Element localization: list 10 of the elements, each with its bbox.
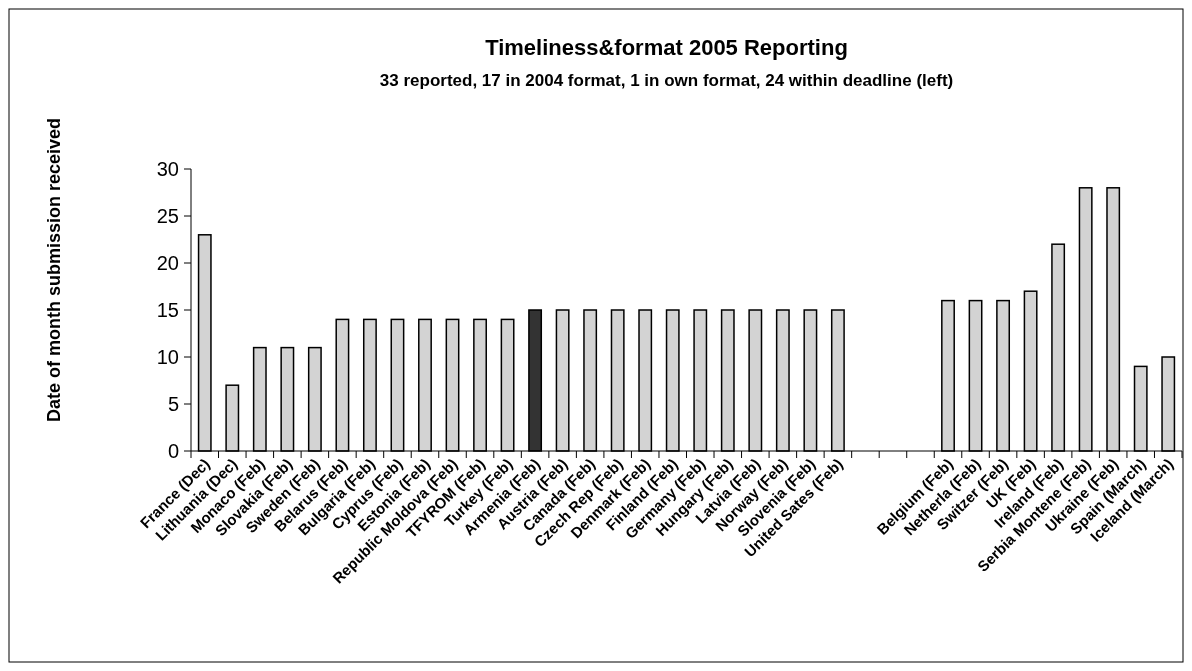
y-axis-title: Date of month submission received: [44, 117, 64, 423]
y-tick-label: 10: [156, 346, 179, 368]
y-tick-label: 15: [156, 299, 179, 321]
y-tick-label: 5: [167, 393, 179, 415]
y-tick-label: 25: [156, 205, 179, 227]
y-tick-label: 0: [167, 440, 179, 462]
chart-title: Timeliness&format 2005 Reporting: [485, 35, 848, 60]
y-tick-label: 20: [156, 252, 179, 274]
chart-subtitle: 33 reported, 17 in 2004 format, 1 in own format, 24 within deadline (left): [379, 71, 954, 90]
y-tick-label: 30: [156, 158, 179, 180]
